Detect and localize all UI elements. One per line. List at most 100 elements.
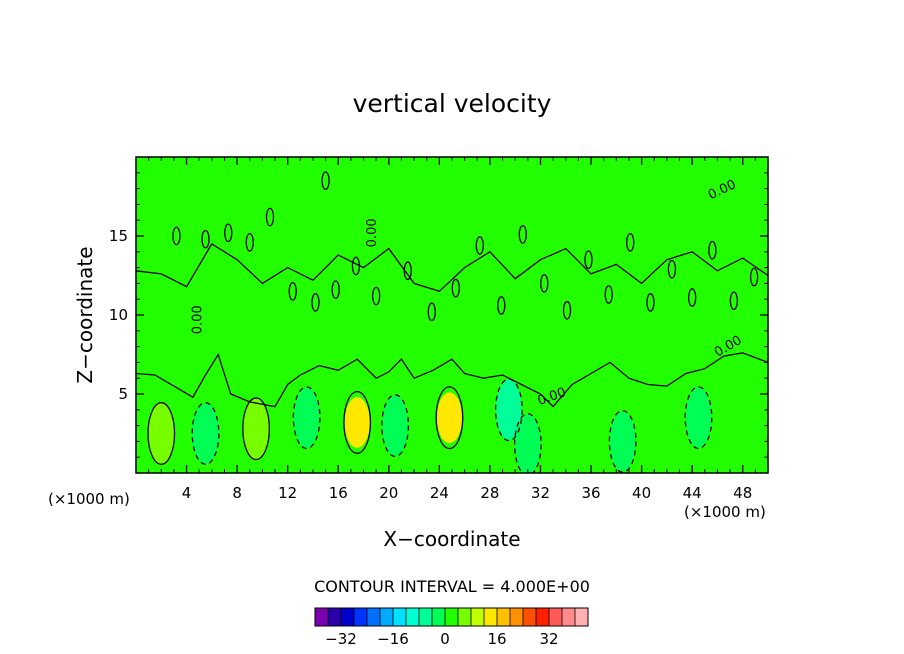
small-contour-6	[311, 293, 320, 312]
colorbar	[314, 607, 589, 627]
x-tick-label: 4	[182, 484, 192, 502]
small-contour-14	[497, 296, 506, 315]
small-contour-19	[604, 285, 613, 304]
small-contour-11	[427, 302, 436, 322]
contour-interval-label: CONTOUR INTERVAL = 4.000E+00	[314, 577, 590, 596]
feature-contour-0	[147, 402, 176, 465]
colorbar-swatch	[432, 608, 446, 626]
contour-label-1: 0.00	[191, 305, 206, 334]
colorbar-swatch	[575, 608, 589, 626]
contour-core-4	[351, 408, 363, 437]
x-axis-title: X−coordinate	[383, 527, 520, 551]
x-unit-label-right: (×1000 m)	[684, 503, 766, 521]
small-contour-8	[351, 256, 361, 276]
colorbar-swatch	[419, 608, 433, 626]
feature-contour-1	[191, 402, 220, 465]
zero-contour-line	[136, 352, 768, 408]
contour-label-0: 0.00	[365, 218, 380, 247]
x-tick-label: 24	[430, 484, 449, 502]
contour-fill-1	[191, 403, 220, 464]
small-contour-24	[708, 240, 717, 260]
y-tick-label: 10	[109, 306, 128, 324]
upper-contour-line	[136, 242, 768, 293]
x-tick-label: 32	[531, 484, 550, 502]
contour-fill-8	[515, 414, 541, 473]
x-axis-ticks: 4 8 12 16 20 24 28 32 36 40 44 48	[148, 157, 756, 502]
colorbar-swatch	[562, 608, 576, 626]
colorbar-label: 32	[539, 630, 558, 648]
colorbar-swatch	[406, 608, 420, 626]
x-tick-label: 28	[480, 484, 499, 502]
x-tick-label: 36	[581, 484, 600, 502]
small-contour-7	[331, 280, 340, 300]
colorbar-label: 16	[487, 630, 506, 648]
colorbar-swatch	[367, 608, 381, 626]
colorbar-swatch	[380, 608, 394, 626]
small-contour-2	[224, 223, 233, 243]
contour-lines	[136, 171, 768, 473]
x-unit-label-left: (×1000 m)	[48, 490, 130, 508]
small-contour-27	[321, 171, 330, 191]
small-contour-23	[687, 288, 697, 307]
small-contour-13	[475, 236, 484, 255]
chart-title: vertical velocity	[353, 89, 552, 118]
colorbar-swatch	[328, 608, 342, 626]
colorbar-swatch	[497, 608, 511, 626]
colorbar-swatch	[445, 608, 459, 626]
feature-contour-6	[435, 386, 464, 450]
plot-area: 0.000.000.000.000.00	[135, 156, 769, 474]
contour-fill-2	[242, 398, 270, 459]
feature-contour-2	[242, 397, 271, 461]
x-tick-label: 16	[329, 484, 348, 502]
colorbar-swatch	[458, 608, 472, 626]
small-contour-12	[451, 278, 460, 298]
contour-core-7	[503, 395, 515, 425]
x-tick-label: 48	[733, 484, 752, 502]
x-tick-label: 8	[232, 484, 242, 502]
x-tick-label: 40	[632, 484, 651, 502]
y-axis-ticks: 5 10 15	[109, 172, 768, 458]
contour-fills	[147, 379, 712, 473]
small-contour-15	[518, 225, 527, 244]
small-contour-4	[265, 207, 275, 227]
colorbar-frame	[314, 607, 589, 627]
contour-fill-5	[382, 395, 408, 456]
small-contour-9	[371, 286, 381, 306]
small-contour-3	[245, 232, 254, 252]
small-contour-18	[584, 250, 593, 270]
contour-fill-3	[294, 387, 320, 448]
small-contour-21	[646, 293, 655, 312]
colorbar-swatch	[315, 608, 329, 626]
colorbar-swatch	[484, 608, 498, 626]
small-contour-22	[667, 259, 677, 279]
colorbar-label: −16	[377, 630, 409, 648]
small-contour-26	[749, 267, 759, 287]
y-tick-label: 15	[109, 227, 128, 245]
feature-contour-3	[292, 386, 321, 450]
colorbar-swatch	[523, 608, 537, 626]
colorbar-label: −32	[325, 630, 357, 648]
colorbar-swatch	[549, 608, 563, 626]
contour-fill-0	[147, 403, 176, 464]
small-contour-0	[172, 226, 181, 246]
small-contour-5	[288, 281, 297, 301]
small-contour-25	[729, 291, 739, 311]
feature-contour-4	[343, 390, 372, 454]
feature-contour-9	[608, 409, 637, 473]
colorbar-swatch	[393, 608, 407, 626]
small-contour-20	[626, 232, 635, 252]
contour-core-6	[443, 403, 456, 432]
colorbar-swatch	[536, 608, 550, 626]
small-contour-17	[562, 300, 572, 320]
feature-contour-7	[494, 378, 523, 442]
colorbar-swatch	[354, 608, 368, 626]
feature-contour-10	[684, 386, 713, 450]
contour-fill-10	[685, 387, 712, 448]
small-contour-16	[540, 274, 549, 293]
colorbar-swatch	[471, 608, 485, 626]
feature-contour-5	[381, 394, 410, 458]
colorbar-swatch	[510, 608, 524, 626]
x-tick-label: 20	[379, 484, 398, 502]
x-tick-label: 44	[683, 484, 702, 502]
